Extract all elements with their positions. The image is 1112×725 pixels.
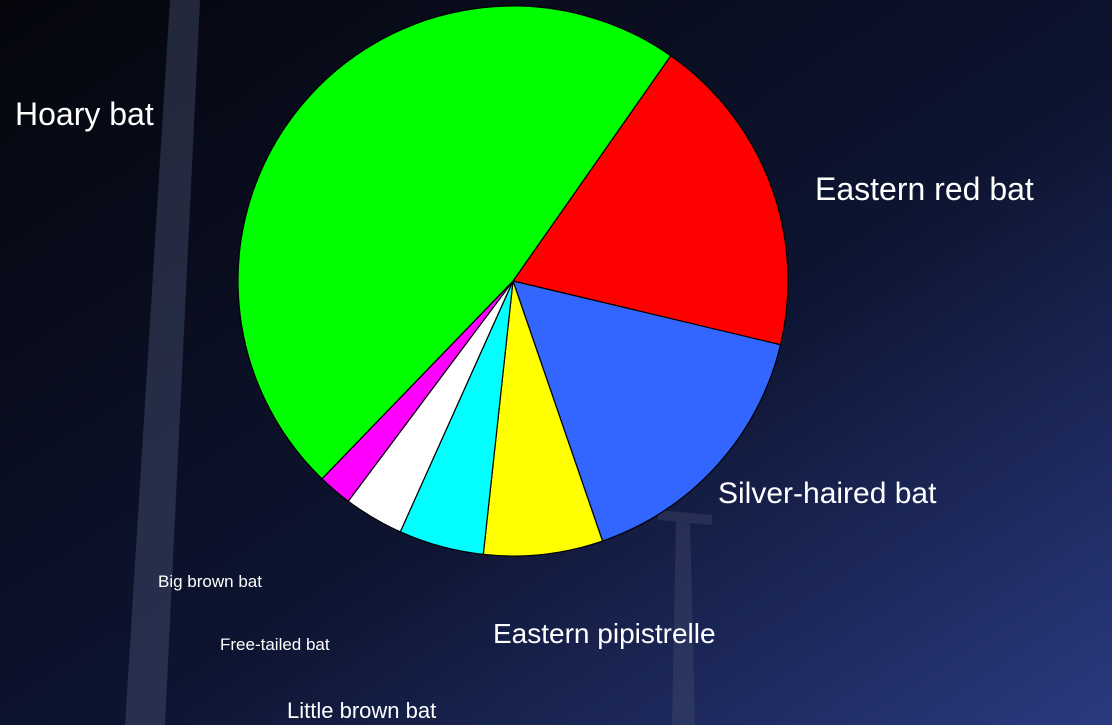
pie-slice: [512, 54, 789, 346]
slice-label: Hoary bat: [15, 96, 154, 132]
slice-label: Free-tailed bat: [220, 635, 330, 654]
labels: Eastern red bat Silver-haired bat Eastern …: [15, 96, 1034, 723]
slice-label: Little brown bat: [287, 698, 436, 723]
pie-slice: [482, 280, 604, 557]
slice-label: Big brown bat: [158, 572, 262, 591]
slice-label: Silver-haired bat: [718, 477, 937, 510]
poles: [125, 0, 712, 725]
slice-label: Eastern red bat: [815, 171, 1034, 207]
slice-label: Eastern pipistrelle: [493, 618, 716, 649]
pie: [237, 5, 789, 557]
pie-slice: [512, 280, 782, 542]
pie-slice: [237, 5, 672, 480]
